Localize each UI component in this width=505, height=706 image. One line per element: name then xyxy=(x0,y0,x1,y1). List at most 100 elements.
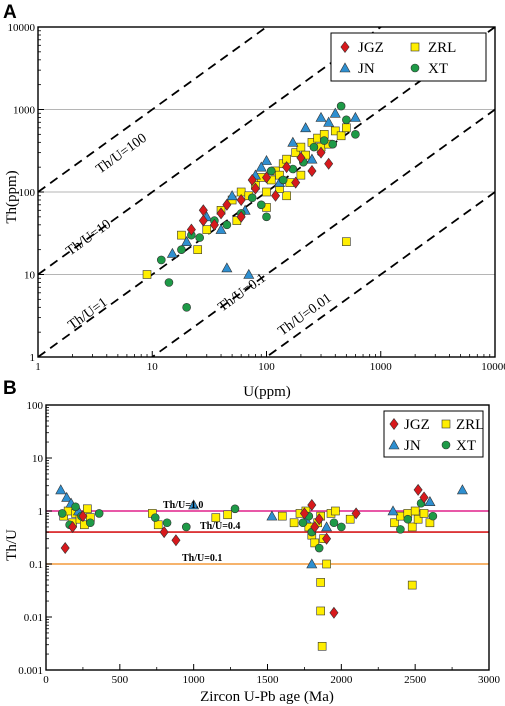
panel-b-point-xt xyxy=(314,543,324,553)
panel-b-point-jn xyxy=(387,505,399,516)
panel-a-point-jgz xyxy=(236,193,246,206)
panel-b-point-jn xyxy=(188,499,200,510)
panel-a-point-zrl xyxy=(342,123,351,133)
panel-a-point-jgz xyxy=(324,157,334,170)
panel-b-point-jgz xyxy=(299,507,309,520)
panel-a-point-xt xyxy=(336,101,346,111)
panel-b-legend-box xyxy=(383,410,484,458)
panel-a-guide-label: Th/U=10 xyxy=(64,217,114,259)
panel-b-point-jgz xyxy=(329,606,339,619)
panel-a-x-tick-label: 1 xyxy=(35,361,41,373)
panel-b-x-tick-label: 1500 xyxy=(257,674,280,686)
panel-a-point-zrl xyxy=(202,225,212,234)
panel-a-point-jgz xyxy=(291,176,301,189)
panel-b-point-jn xyxy=(321,521,333,532)
panel-a-axis-ticks: 11 10 10 100 100 1000 1000 10000 10000 xyxy=(8,22,505,373)
panel-a-point-xt xyxy=(309,142,319,152)
panel-b-point-jgz xyxy=(68,520,78,533)
panel-b-point-jn xyxy=(266,510,278,521)
panel-a-legend: JGZ ZRL JN XT xyxy=(330,32,487,82)
panel-a-guide-lines xyxy=(38,27,495,357)
panel-a-point-zrl xyxy=(342,237,351,246)
panel-a-guide-line xyxy=(150,108,495,357)
panel-a-point-jgz xyxy=(209,218,219,231)
panel-a-point-jn xyxy=(260,155,273,165)
panel-b-point-xt xyxy=(396,525,405,534)
panel-a-x-tick-label: 1000 xyxy=(370,361,393,373)
panel-a-y-tick-label: 10 xyxy=(24,270,36,282)
panel-a-point-xt xyxy=(247,193,257,203)
panel-b-point-jn xyxy=(55,484,67,495)
panel-a-point-jn xyxy=(315,111,327,122)
panel-a-point-xt xyxy=(177,245,186,254)
panel-a-legend-label-jn: JN xyxy=(358,61,375,77)
panel-a-legend-marker-zrl xyxy=(410,42,420,52)
panel-b-point-xt xyxy=(162,518,172,528)
panel-a-legend-label-xt: XT xyxy=(428,61,448,77)
panel-a-y-tick-label: 1 xyxy=(30,352,36,364)
panel-b-legend-marker-zrl xyxy=(441,419,451,429)
panel-a-point-zrl xyxy=(296,142,306,152)
panel-b-point-zrl xyxy=(316,578,325,587)
panel-b-x-axis-title: Zircon U-Pb age (Ma) xyxy=(200,689,334,705)
panel-b-point-jgz xyxy=(307,498,317,511)
panel-b-x-tick-label: 1000 xyxy=(183,674,206,686)
panel-a-legend-marker-xt xyxy=(410,63,420,73)
panel-b-x-tick-label: 2500 xyxy=(404,674,427,686)
panel-b-letter: B xyxy=(3,378,17,399)
panel-b-point-jgz xyxy=(78,510,88,523)
panel-a-legend-label-jgz: JGZ xyxy=(358,40,384,56)
panel-a-letter: A xyxy=(3,2,17,23)
panel-a-point-xt xyxy=(342,115,351,125)
panel-a-point-jn xyxy=(215,223,227,234)
panel-b-point-zrl xyxy=(153,520,163,530)
panel-b-point-xt xyxy=(150,513,160,522)
panel-b-point-zrl xyxy=(410,506,420,516)
panel-b-y-axis-title: Th/U xyxy=(4,529,20,561)
panel-a-point-jn xyxy=(181,236,193,246)
panel-a-point-zrl xyxy=(336,131,346,141)
panel-a-point-jn xyxy=(323,116,335,127)
panel-b-point-jn xyxy=(456,484,468,495)
panel-b-legend-label-zrl: ZRL xyxy=(456,417,484,433)
panel-a-y-axis-title: Th(ppm) xyxy=(4,170,20,223)
panel-b-point-zrl xyxy=(83,504,92,514)
panel-a-point-jgz xyxy=(222,198,232,211)
panel-b-point-jgz xyxy=(413,483,423,496)
panel-a-point-zrl xyxy=(282,191,291,201)
panel-a-point-xt xyxy=(319,136,329,145)
panel-b-point-zrl xyxy=(419,509,429,518)
panel-a-point-zrl xyxy=(291,148,300,157)
panel-a-point-xt xyxy=(222,220,232,230)
panel-b-point-zrl xyxy=(277,511,287,521)
panel-a-point-jn xyxy=(287,136,299,147)
panel-a-point-zrl xyxy=(142,270,152,279)
panel-a-legend-label-zrl: ZRL xyxy=(428,40,456,56)
panel-b-point-zrl xyxy=(317,642,327,651)
panel-a-point-xt xyxy=(262,212,271,222)
panel-a-point-jn xyxy=(243,268,255,279)
panel-a-x-axis-title: U(ppm) xyxy=(243,384,291,400)
panel-a-point-xt xyxy=(164,278,174,287)
panel-a-x-tick-label: 10 xyxy=(147,361,159,373)
panel-b-chart: B 0 500 1000 1500 2000 2500 3000 0.001 0.01 0.1 1 1… xyxy=(3,378,501,705)
panel-b-point-jgz xyxy=(171,534,181,547)
panel-b-point-zrl xyxy=(345,514,355,524)
panel-b-point-zrl xyxy=(310,538,320,548)
panel-b-point-zrl xyxy=(331,506,340,516)
panel-a-point-zrl xyxy=(177,230,186,240)
panel-b-point-jn xyxy=(424,496,436,506)
panel-b-point-xt xyxy=(337,522,346,532)
panel-b-x-tick-label: 0 xyxy=(43,674,49,686)
panel-b-point-xt xyxy=(403,514,413,524)
panel-a-guide-label: Th/U=0.01 xyxy=(276,291,335,339)
panel-b-y-tick-label: 0.001 xyxy=(18,665,43,677)
panel-b-point-zrl xyxy=(316,606,325,616)
panel-a-guide-line xyxy=(38,27,495,357)
panel-a-point-zrl xyxy=(262,187,271,197)
panel-b-point-jgz xyxy=(60,542,70,555)
panel-b-y-tick-label: 10 xyxy=(32,453,44,465)
panel-b-point-xt xyxy=(298,518,308,528)
panel-a-guide-label: Th/U=100 xyxy=(94,131,150,177)
panel-a-point-jgz xyxy=(198,214,208,227)
